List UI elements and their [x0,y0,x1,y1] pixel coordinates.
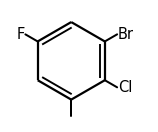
Text: Br: Br [118,27,134,42]
Text: F: F [17,27,25,42]
Text: Cl: Cl [118,80,132,95]
